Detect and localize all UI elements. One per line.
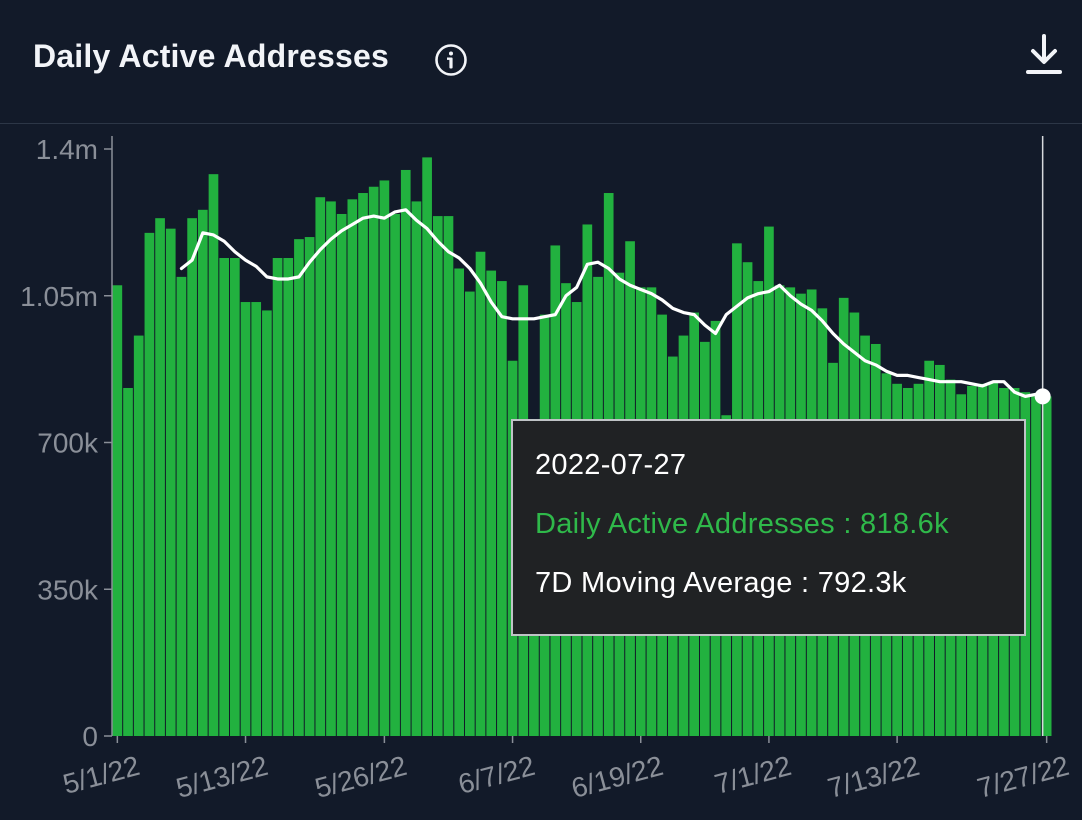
x-tick-label: 7/13/22: [824, 750, 922, 804]
hover-point: [1034, 388, 1051, 405]
y-tick-label: 1.4m: [36, 134, 98, 165]
bar: [144, 232, 155, 737]
bar: [336, 213, 347, 737]
bar: [187, 218, 197, 736]
bar: [1041, 396, 1052, 736]
bar: [486, 270, 497, 736]
download-icon[interactable]: [1024, 34, 1064, 76]
tooltip-moving-average: 7D Moving Average : 792.3k: [535, 567, 907, 599]
bar: [197, 209, 208, 737]
bar: [251, 302, 262, 736]
bar: [326, 201, 336, 736]
tooltip-daily-active-addresses: Daily Active Addresses : 818.6k: [535, 508, 949, 540]
bar: [497, 281, 507, 736]
bar: [315, 197, 326, 737]
bar: [379, 180, 390, 736]
bar: [411, 201, 422, 736]
bar: [133, 335, 144, 736]
bar: [155, 218, 165, 736]
x-tick-label: 5/1/22: [60, 750, 143, 800]
bar: [112, 285, 123, 736]
bar: [219, 258, 229, 736]
bar: [230, 258, 240, 736]
bar: [368, 186, 379, 737]
bar: [390, 213, 400, 737]
x-tick-label: 6/19/22: [568, 750, 666, 804]
tooltip-date: 2022-07-27: [535, 449, 687, 481]
bar: [1031, 396, 1041, 736]
x-tick-label: 6/7/22: [455, 750, 538, 800]
bar: [304, 237, 315, 737]
bar: [165, 228, 176, 736]
bar: [208, 174, 219, 736]
x-tick-label: 7/1/22: [711, 750, 794, 800]
bar: [400, 169, 411, 736]
bar: [283, 258, 294, 736]
bar: [272, 258, 283, 736]
bar: [294, 239, 304, 736]
chart-tooltip: 2022-07-27 Daily Active Addresses : 818.…: [511, 419, 1026, 636]
bar: [422, 157, 432, 736]
x-tick-label: 5/13/22: [173, 750, 271, 804]
bar: [240, 302, 251, 736]
chart-header: Daily Active Addresses: [0, 0, 1082, 124]
bar: [123, 387, 133, 736]
bar: [347, 199, 358, 736]
bar: [465, 291, 475, 736]
info-circle-icon[interactable]: [434, 43, 468, 77]
y-tick-label: 350k: [37, 574, 99, 605]
moving-average-line: [179, 208, 1049, 398]
bar: [262, 310, 272, 736]
x-tick-label: 7/27/22: [974, 750, 1072, 804]
y-tick-label: 700k: [37, 428, 99, 459]
bar: [475, 251, 486, 737]
y-tick-label: 0: [82, 721, 98, 752]
y-tick-label: 1.05m: [20, 281, 98, 312]
x-tick-label: 5/26/22: [312, 750, 410, 804]
bar: [432, 216, 443, 737]
chart-title: Daily Active Addresses: [33, 38, 389, 74]
bar: [454, 268, 464, 736]
bar: [358, 193, 368, 736]
bar: [443, 216, 454, 737]
bar: [176, 276, 187, 736]
